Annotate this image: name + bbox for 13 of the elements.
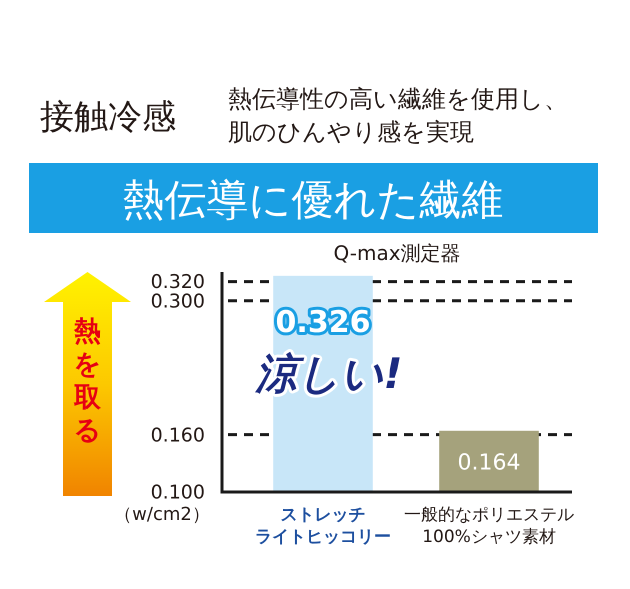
data-label: 0.326 — [276, 304, 370, 340]
data-label: 0.164 — [458, 450, 520, 476]
chart-title: 接触冷感 — [40, 97, 176, 137]
text: Q-max測定器 — [333, 241, 461, 265]
x-tick-label: ストレッチライトヒッコリー — [255, 505, 391, 547]
y-tick-label: 0.160 — [150, 424, 205, 446]
text: 熱伝導に優れた繊維 — [122, 175, 504, 224]
annotation: 涼しい! — [254, 348, 403, 398]
text: 熱を取る — [73, 316, 102, 446]
y-tick-label: 0.100 — [150, 482, 205, 504]
x-tick-label: 一般的なポリエステル100%シャツ素材 — [404, 505, 574, 547]
chart-subtitle: 熱伝導性の高い繊維を使用し、肌のひんやり感を実現 — [228, 85, 568, 146]
y-axis-title: （w/cm2） — [114, 504, 210, 525]
